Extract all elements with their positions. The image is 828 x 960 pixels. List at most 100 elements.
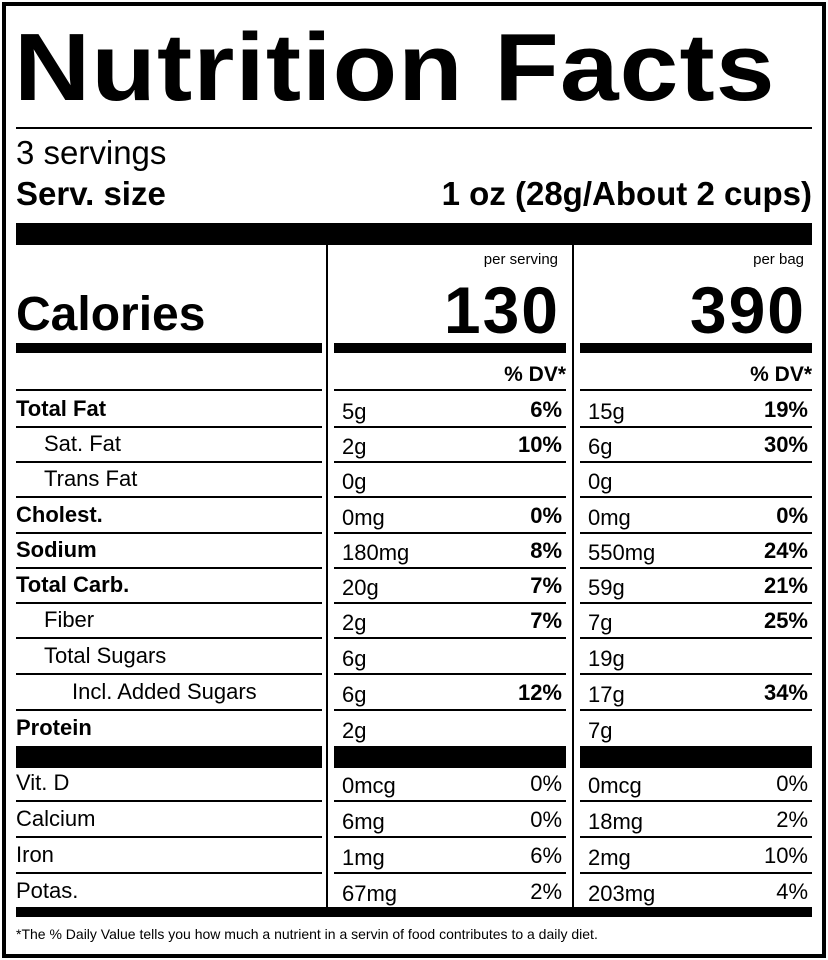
nutrient-dv-serving: 0% xyxy=(530,503,562,528)
vitamin-amount-serving: 0mcg xyxy=(342,773,396,798)
dv-header-rule-bag xyxy=(580,389,812,391)
thick-divider-vitamins-bag xyxy=(580,746,812,768)
nutrient-label: Total Sugars xyxy=(44,643,167,668)
nutrient-amount-serving: 180mg xyxy=(342,540,410,565)
nutrient-amount-bag: 0mg xyxy=(588,505,631,530)
nutrient-amount-bag: 7g xyxy=(588,718,613,743)
nutrient-5-rule-serving xyxy=(334,602,566,604)
vitamin-amount-serving: 1mg xyxy=(342,845,385,870)
nutrient-5-rule-bag xyxy=(580,602,812,604)
nutrient-7-rule-label xyxy=(16,673,322,675)
nutrient-amount-bag: 7g xyxy=(588,610,613,635)
vitamin-amount-serving: 67mg xyxy=(342,881,398,906)
nutrient-amount-bag: 550mg xyxy=(588,540,656,565)
column-header-per-serving: per serving xyxy=(483,251,558,268)
vitamin-dv-bag: 2% xyxy=(776,807,808,832)
thick-divider-bottom xyxy=(16,907,812,917)
dv-header-rule-label xyxy=(16,389,322,391)
nutrient-label: Total Fat xyxy=(16,396,107,421)
nutrient-amount-serving: 2g xyxy=(342,434,367,459)
calories-rule-label xyxy=(16,343,322,353)
vitamin-dv-serving: 6% xyxy=(530,843,562,868)
nutrient-dv-serving: 7% xyxy=(530,608,562,633)
nutrient-dv-serving: 8% xyxy=(530,538,562,563)
nutrient-0-rule-serving xyxy=(334,426,566,428)
vitamin-dv-serving: 0% xyxy=(530,807,562,832)
nutrient-6-rule-bag xyxy=(580,637,812,639)
nutrient-amount-bag: 17g xyxy=(588,682,625,707)
calories-rule-serving xyxy=(334,343,566,353)
nutrient-label: Protein xyxy=(16,715,92,740)
nutrient-2-rule-label xyxy=(16,496,322,498)
servings-count: 3 servings xyxy=(16,134,167,171)
nutrient-dv-serving: 12% xyxy=(517,680,562,705)
nutrient-dv-serving: 6% xyxy=(530,397,562,422)
nutrient-label: Sat. Fat xyxy=(44,431,122,456)
vitamin-2-rule-bag xyxy=(580,872,812,874)
nutrient-amount-serving: 6g xyxy=(342,646,367,671)
nutrient-6-rule-serving xyxy=(334,637,566,639)
nutrient-8-rule-label xyxy=(16,709,322,711)
dv-header-rule-serving xyxy=(334,389,566,391)
nutrient-amount-serving: 6g xyxy=(342,682,367,707)
nutrient-label: Trans Fat xyxy=(44,466,138,491)
calories-label: Calories xyxy=(16,288,206,341)
footnote: *The % Daily Value tells you how much a … xyxy=(16,926,598,942)
column-divider-2 xyxy=(572,245,574,907)
nutrient-7-rule-bag xyxy=(580,673,812,675)
vitamin-label: Calcium xyxy=(16,806,96,831)
serving-size-label: Serv. size xyxy=(16,175,166,212)
nutrient-amount-serving: 5g xyxy=(342,399,367,424)
nutrient-2-rule-bag xyxy=(580,496,812,498)
column-divider-1 xyxy=(326,245,328,907)
nutrient-4-rule-label xyxy=(16,567,322,569)
nutrient-label: Cholest. xyxy=(16,502,103,527)
vitamin-label: Potas. xyxy=(16,878,79,903)
calories-per-serving: 130 xyxy=(443,273,560,347)
title-divider xyxy=(16,127,812,129)
nutrient-dv-bag: 25% xyxy=(763,608,808,633)
nutrient-amount-serving: 20g xyxy=(342,575,379,600)
nutrient-1-rule-serving xyxy=(334,461,566,463)
nutrient-amount-bag: 19g xyxy=(588,646,625,671)
nutrient-amount-bag: 15g xyxy=(588,399,625,424)
vitamin-label: Vit. D xyxy=(16,770,70,795)
nutrient-8-rule-bag xyxy=(580,709,812,711)
nutrient-6-rule-label xyxy=(16,637,322,639)
vitamin-dv-bag: 4% xyxy=(776,879,808,904)
vitamin-amount-bag: 203mg xyxy=(588,881,656,906)
thick-divider-top xyxy=(16,223,812,245)
calories-rule-bag xyxy=(580,343,812,353)
nutrient-dv-bag: 34% xyxy=(763,680,808,705)
nutrient-4-rule-bag xyxy=(580,567,812,569)
vitamin-dv-serving: 0% xyxy=(530,771,562,796)
nutrient-label: Total Carb. xyxy=(16,572,130,597)
column-header-per-bag: per bag xyxy=(753,251,804,268)
nutrient-amount-serving: 0mg xyxy=(342,505,385,530)
vitamin-amount-bag: 18mg xyxy=(588,809,644,834)
calories-per-bag: 390 xyxy=(689,273,806,347)
vitamin-2-rule-serving xyxy=(334,872,566,874)
vitamin-dv-serving: 2% xyxy=(530,879,562,904)
dv-header-serving: % DV* xyxy=(504,363,566,386)
vitamin-1-rule-label xyxy=(16,836,322,838)
nutrient-dv-bag: 21% xyxy=(763,573,808,598)
vitamin-dv-bag: 10% xyxy=(763,843,808,868)
nutrient-4-rule-serving xyxy=(334,567,566,569)
nutrient-3-rule-serving xyxy=(334,532,566,534)
nutrient-1-rule-label xyxy=(16,461,322,463)
nutrient-label: Fiber xyxy=(44,607,95,632)
vitamin-1-rule-bag xyxy=(580,836,812,838)
thick-divider-vitamins-serving xyxy=(334,746,566,768)
nutrient-dv-bag: 24% xyxy=(763,538,808,563)
vitamin-0-rule-serving xyxy=(334,800,566,802)
nutrient-5-rule-label xyxy=(16,602,322,604)
nutrient-label: Sodium xyxy=(16,537,97,562)
vitamin-dv-bag: 0% xyxy=(776,771,808,796)
nutrient-amount-serving: 2g xyxy=(342,610,367,635)
vitamin-0-rule-label xyxy=(16,800,322,802)
nutrient-8-rule-serving xyxy=(334,709,566,711)
nutrient-dv-bag: 19% xyxy=(763,397,808,422)
nutrient-amount-serving: 2g xyxy=(342,718,367,743)
